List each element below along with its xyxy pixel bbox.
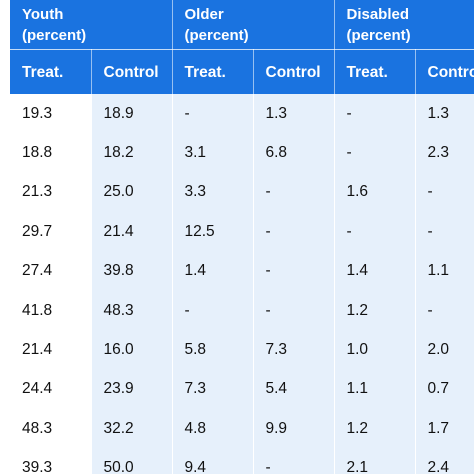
cell-disabled-control: - (415, 212, 474, 252)
cell-youth-control: 21.4 (91, 212, 173, 252)
cell-older-control: 1.3 (253, 94, 335, 134)
cell-disabled-treat: 1.4 (334, 251, 416, 291)
cell-youth-control: 23.9 (91, 369, 173, 410)
group-youth-unit: (percent) (22, 26, 87, 44)
table-row: 39.3 50.0 9.4-2.1 2.4 (10, 448, 474, 474)
group-header-older: Older (percent) (172, 0, 335, 50)
table-row: 18.8 18.2 3.1 6.8-2.3 (10, 133, 474, 173)
cell-disabled-treat: 1.6 (334, 172, 416, 213)
cell-older-treat: 9.4 (172, 448, 254, 474)
cell-older-treat: 1.4 (172, 251, 254, 291)
table-body: 19.3 18.9-1.3-1.3 18.8 18.2 3.1 6.8-2.3 21.3 25… (10, 94, 474, 474)
cell-youth-treat: 24.4 (10, 369, 92, 410)
cell-older-treat: 4.8 (172, 409, 254, 449)
cell-youth-control: 48.3 (91, 290, 173, 331)
cell-older-control: - (253, 290, 335, 331)
group-header-row: Youth (percent) Older (percent) Disabled… (10, 0, 474, 50)
table-row: 24.4 23.9 7.3 5.4 1.1 0.7 (10, 369, 474, 410)
cell-older-control: - (253, 448, 335, 474)
cell-disabled-control: 1.3 (415, 94, 474, 134)
cell-disabled-control: - (415, 172, 474, 213)
table-row: 19.3 18.9-1.3-1.3 (10, 94, 474, 134)
table-row: 48.3 32.2 4.8 9.9 1.2 1.7 (10, 409, 474, 449)
subheader-row: Treat. Control Treat. Control Treat. Con… (10, 49, 474, 94)
cell-disabled-control: 2.0 (415, 330, 474, 370)
cell-disabled-treat: - (334, 212, 416, 252)
subheader-older-treat: Treat. (172, 49, 254, 94)
group-header-youth: Youth (percent) (10, 0, 173, 50)
subheader-disabled-treat: Treat. (334, 49, 416, 94)
cell-older-treat: 12.5 (172, 212, 254, 252)
cell-older-control: 6.8 (253, 133, 335, 173)
cell-disabled-treat: 2.1 (334, 448, 416, 474)
cell-disabled-control: 1.1 (415, 251, 474, 291)
cell-older-control: 7.3 (253, 330, 335, 370)
cell-youth-treat: 27.4 (10, 251, 92, 291)
cell-youth-control: 50.0 (91, 448, 173, 474)
cell-older-control: 9.9 (253, 409, 335, 449)
cell-disabled-treat: - (334, 94, 416, 134)
cell-youth-control: 39.8 (91, 251, 173, 291)
cell-youth-treat: 41.8 (10, 290, 92, 331)
group-older-title: Older (184, 5, 224, 23)
left-margin (0, 0, 4, 474)
cell-disabled-control: 0.7 (415, 369, 474, 410)
group-youth-title: Youth (22, 5, 64, 23)
cell-older-control: - (253, 251, 335, 291)
cell-youth-treat: 29.7 (10, 212, 92, 252)
cell-youth-treat: 18.8 (10, 133, 92, 173)
table-row: 41.8 48.3- -1.2- (10, 290, 474, 331)
cell-youth-control: 25.0 (91, 172, 173, 213)
cell-youth-treat: 19.3 (10, 94, 92, 134)
cell-youth-treat: 48.3 (10, 409, 92, 449)
cell-older-treat: 7.3 (172, 369, 254, 410)
table-row: 27.4 39.8 1.4-1.4 1.1 (10, 251, 474, 291)
cell-older-treat: 3.1 (172, 133, 254, 173)
cell-youth-control: 18.2 (91, 133, 173, 173)
cell-disabled-treat: 1.2 (334, 290, 416, 331)
cell-older-treat: - (172, 94, 254, 134)
cell-older-treat: 3.3 (172, 172, 254, 213)
cell-youth-treat: 21.4 (10, 330, 92, 370)
table-row: 21.3 25.0 3.3-1.6- (10, 172, 474, 213)
subheader-older-control: Control (253, 49, 335, 94)
results-table: Youth (percent) Older (percent) Disabled… (10, 0, 474, 474)
cell-youth-treat: 21.3 (10, 172, 92, 213)
group-older-unit: (percent) (184, 26, 249, 44)
group-disabled-unit: (percent) (346, 26, 411, 44)
group-disabled-title: Disabled (346, 5, 410, 23)
group-header-disabled: Disabled (percent) (334, 0, 474, 50)
subheader-disabled-control: Control (415, 49, 474, 94)
cell-older-treat: - (172, 290, 254, 331)
cell-disabled-control: - (415, 290, 474, 331)
table-row: 21.4 16.0 5.8 7.3 1.0 2.0 (10, 330, 474, 370)
cell-disabled-control: 2.3 (415, 133, 474, 173)
cell-disabled-treat: 1.0 (334, 330, 416, 370)
subheader-youth-treat: Treat. (10, 49, 92, 94)
cell-disabled-treat: - (334, 133, 416, 173)
cell-youth-control: 18.9 (91, 94, 173, 134)
cell-disabled-treat: 1.1 (334, 369, 416, 410)
cell-disabled-control: 1.7 (415, 409, 474, 449)
cell-older-treat: 5.8 (172, 330, 254, 370)
cell-youth-treat: 39.3 (10, 448, 92, 474)
cell-older-control: - (253, 212, 335, 252)
cell-youth-control: 16.0 (91, 330, 173, 370)
subheader-youth-control: Control (91, 49, 173, 94)
cell-older-control: - (253, 172, 335, 213)
table-row: 29.7 21.4 12.5- - - (10, 212, 474, 252)
cell-youth-control: 32.2 (91, 409, 173, 449)
cell-disabled-treat: 1.2 (334, 409, 416, 449)
cell-older-control: 5.4 (253, 369, 335, 410)
cell-disabled-control: 2.4 (415, 448, 474, 474)
